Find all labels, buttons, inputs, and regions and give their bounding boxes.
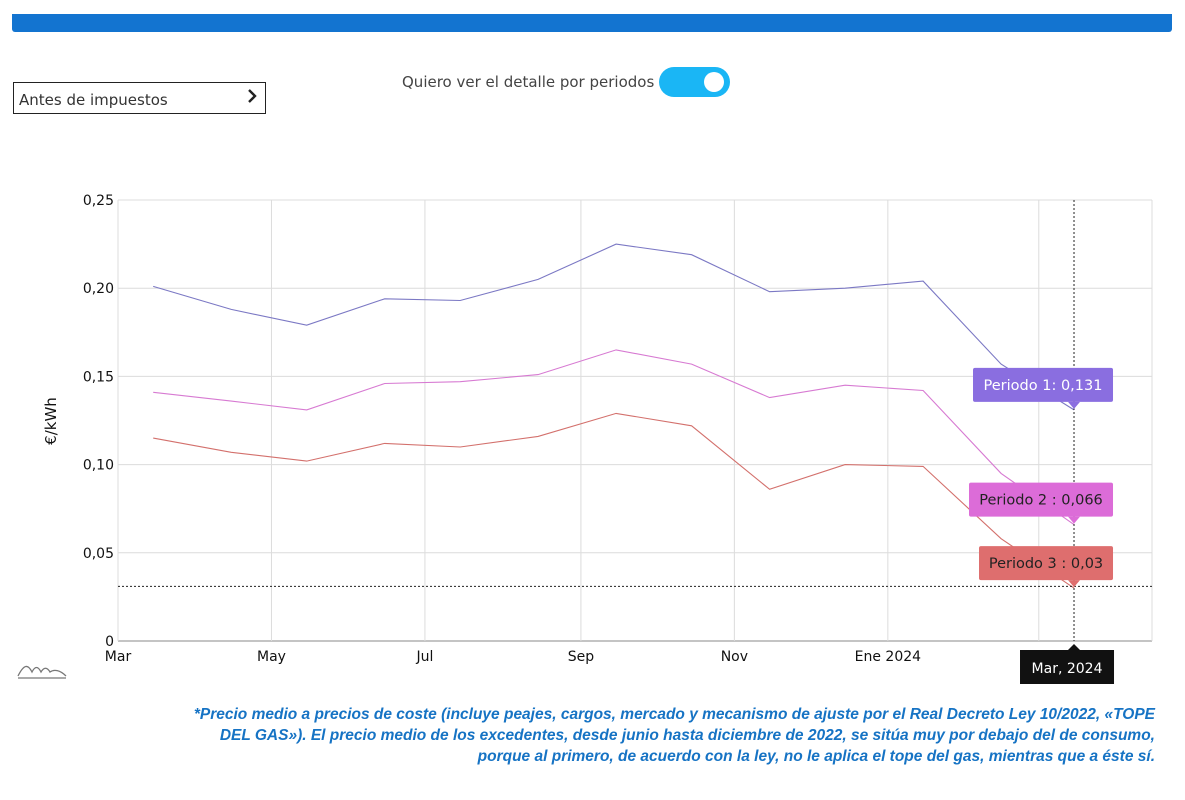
tax-mode-label: Antes de impuestos xyxy=(19,91,168,109)
price-chart: 0 0,05 0,10 0,15 0,20 0,25 Mar May Jul Sep Nov Ene … xyxy=(42,193,1153,684)
series-line xyxy=(153,349,1075,526)
y-axis-label: €/kWh xyxy=(42,397,60,445)
series-line xyxy=(153,412,1075,589)
tooltip-pointer xyxy=(1068,580,1081,588)
series-line xyxy=(153,243,1075,411)
tooltip-box xyxy=(979,546,1114,581)
chevron-right-icon xyxy=(248,89,257,103)
y-tick-label: 0,15 xyxy=(83,369,114,385)
footnote-line: DEL GAS»). El precio medio de los excede… xyxy=(219,727,1155,744)
x-tooltip-box xyxy=(1020,650,1115,684)
y-tick-label: 0,05 xyxy=(83,546,114,562)
chart-tooltips: Periodo 1: 0,131 Periodo 2 : 0,066 Periodo… xyxy=(969,367,1115,684)
chart-axes: 0 0,05 0,10 0,15 0,20 0,25 Mar May Jul Sep Nov Ene … xyxy=(83,193,1052,665)
x-tick-label: Ene 2024 xyxy=(855,649,922,665)
chart-series xyxy=(153,243,1075,589)
tooltip-box xyxy=(969,482,1114,517)
tooltip-text: Periodo 2 : 0,066 xyxy=(979,493,1103,509)
toggle-knob xyxy=(704,72,724,92)
tooltip-text: Periodo 1: 0,131 xyxy=(984,378,1103,394)
tooltip-text: Periodo 3 : 0,03 xyxy=(989,556,1103,572)
y-tick-label: 0,20 xyxy=(83,281,114,297)
tooltip-pointer xyxy=(1068,516,1081,524)
chart-crosshair xyxy=(118,200,1152,641)
top-bar xyxy=(12,14,1172,32)
x-tooltip-pointer xyxy=(1068,644,1081,650)
x-tick-label: Nov xyxy=(721,649,748,665)
x-tick-label: Mar xyxy=(105,649,132,665)
tooltip-box xyxy=(973,367,1114,402)
footnote-line: porque al primero, de acuerdo con la ley… xyxy=(477,748,1155,765)
x-tooltip-text: Mar, 2024 xyxy=(1032,661,1103,677)
period-detail-label: Quiero ver el detalle por periodos xyxy=(402,73,655,91)
x-tick-label: May xyxy=(257,649,286,665)
mountain-logo-icon xyxy=(17,665,67,679)
x-tick-label: Jul xyxy=(415,649,433,665)
tooltip-pointer xyxy=(1068,401,1081,409)
x-tick-label: Sep xyxy=(568,649,595,665)
y-tick-label: 0,10 xyxy=(83,458,114,474)
y-tick-label: 0,25 xyxy=(83,193,114,209)
footnote-line: *Precio medio a precios de coste (incluy… xyxy=(193,706,1155,723)
period-detail-toggle[interactable] xyxy=(659,67,730,97)
footnote: *Precio medio a precios de coste (incluy… xyxy=(75,704,1155,767)
tax-mode-select[interactable]: Antes de impuestos xyxy=(13,82,266,114)
y-tick-label: 0 xyxy=(105,634,114,650)
